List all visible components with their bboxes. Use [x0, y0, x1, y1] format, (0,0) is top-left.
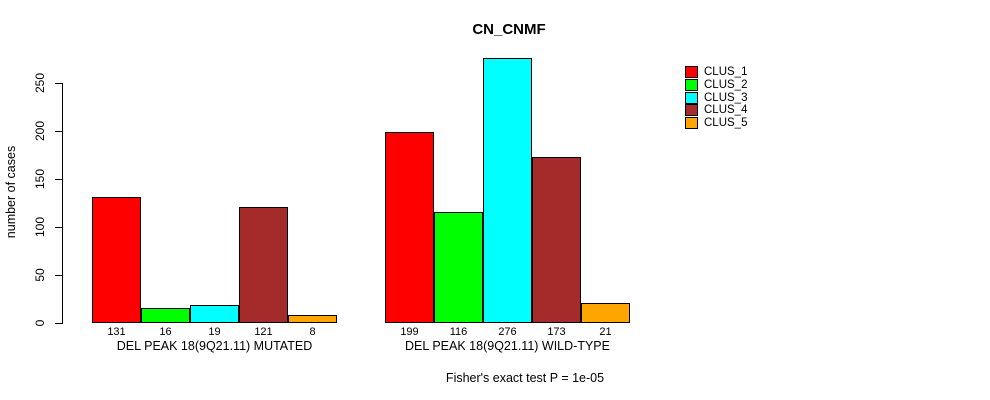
bar-value-label: 199: [400, 326, 419, 338]
bar-value-label: 16: [159, 326, 172, 338]
y-tick-label: 250: [33, 72, 47, 94]
y-tick-label: 50: [33, 268, 47, 282]
bar-clus_1-group1: [92, 197, 141, 323]
legend-swatch-icon: [685, 78, 698, 91]
legend-item-clus_3: CLUS_3: [685, 91, 747, 104]
y-tick: [55, 227, 62, 228]
bar-value-label: 116: [449, 326, 468, 338]
y-tick: [55, 179, 62, 180]
legend-label: CLUS_5: [704, 116, 748, 129]
y-tick-label: 100: [33, 216, 47, 238]
bar-clus_1-group2: [385, 132, 434, 323]
legend-swatch-icon: [685, 65, 698, 78]
bar-clus_4-group2: [532, 157, 581, 323]
legend-swatch-icon: [685, 116, 698, 129]
y-tick-label: 0: [33, 319, 47, 327]
legend-label: CLUS_1: [704, 65, 748, 78]
chart-title: CN_CNMF: [472, 21, 546, 38]
y-axis-label: number of cases: [4, 145, 18, 239]
y-tick: [55, 131, 62, 132]
fisher-test-note: Fisher's exact test P = 1e-05: [445, 371, 605, 385]
y-tick: [55, 323, 62, 324]
bar-value-label: 8: [309, 326, 316, 338]
bar-value-label: 131: [107, 326, 126, 338]
legend-label: CLUS_4: [704, 103, 748, 116]
y-tick: [55, 275, 62, 276]
bar-clus_2-group2: [434, 212, 483, 323]
legend-swatch-icon: [685, 91, 698, 104]
y-tick-label: 200: [33, 120, 47, 142]
legend-label: CLUS_3: [704, 91, 748, 104]
bar-clus_3-group2: [483, 58, 532, 323]
legend-item-clus_1: CLUS_1: [685, 65, 747, 78]
legend-item-clus_5: CLUS_5: [685, 116, 747, 129]
bar-clus_5-group2: [581, 303, 630, 323]
group-label-1: DEL PEAK 18(9Q21.11) MUTATED: [116, 339, 313, 353]
legend-swatch-icon: [685, 103, 698, 116]
y-tick-label: 150: [33, 168, 47, 190]
legend-item-clus_2: CLUS_2: [685, 78, 747, 91]
legend-item-clus_4: CLUS_4: [685, 103, 747, 116]
bar-value-label: 173: [547, 326, 566, 338]
group-label-2: DEL PEAK 18(9Q21.11) WILD-TYPE: [405, 339, 610, 353]
bar-clus_5-group1: [288, 315, 337, 323]
y-tick: [55, 83, 62, 84]
bar-value-label: 19: [208, 326, 221, 338]
bar-clus_2-group1: [141, 308, 190, 323]
bar-clus_3-group1: [190, 305, 239, 323]
bar-clus_4-group1: [239, 207, 288, 323]
bar-value-label: 21: [599, 326, 612, 338]
bar-value-label: 276: [498, 326, 517, 338]
bar-value-label: 121: [254, 326, 273, 338]
legend-label: CLUS_2: [704, 78, 748, 91]
y-axis-line: [62, 83, 63, 324]
